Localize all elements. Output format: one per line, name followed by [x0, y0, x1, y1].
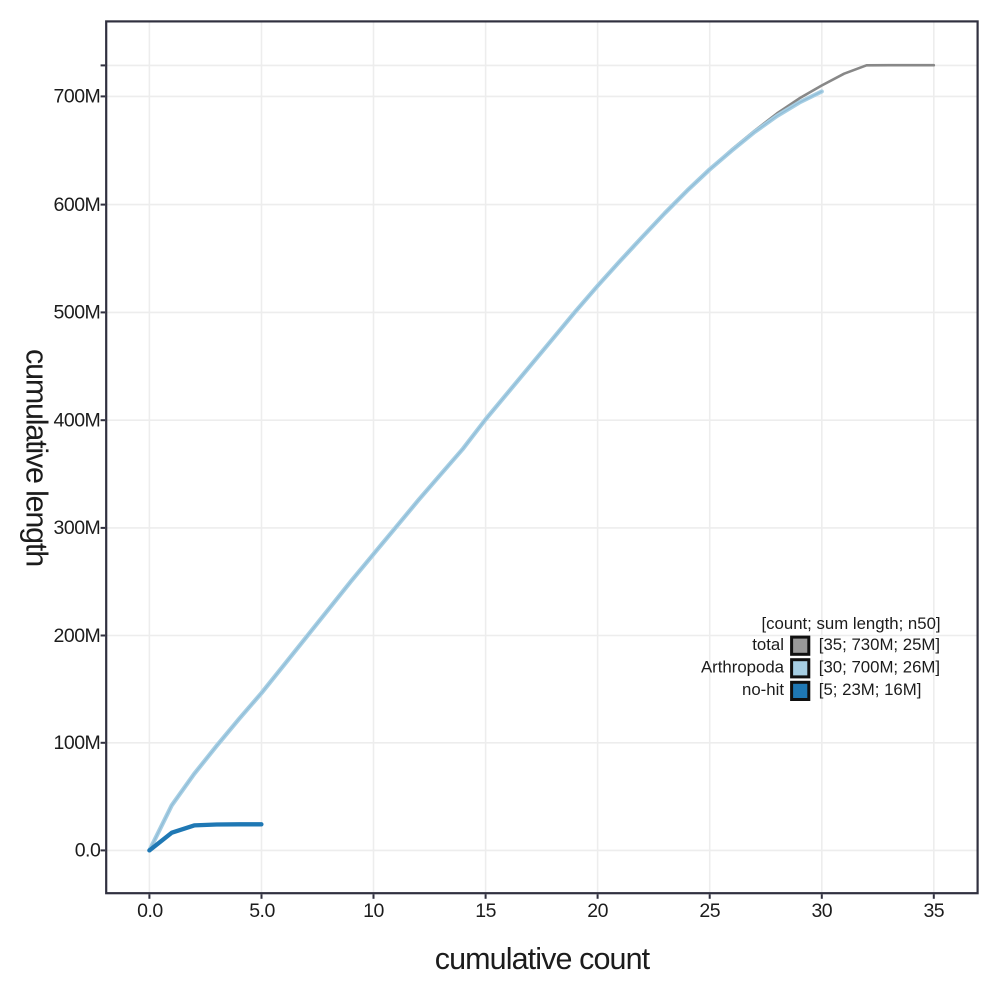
svg-text:no-hit: no-hit — [742, 680, 784, 699]
svg-text:0.0: 0.0 — [75, 840, 101, 862]
svg-text:Arthropoda: Arthropoda — [701, 657, 785, 676]
svg-text:total: total — [752, 635, 784, 654]
svg-text:100M: 100M — [54, 732, 101, 754]
svg-text:25: 25 — [699, 900, 720, 922]
svg-text:[35; 730M; 25M]: [35; 730M; 25M] — [819, 635, 940, 654]
svg-text:cumulative count: cumulative count — [435, 942, 651, 976]
svg-text:[count; sum length; n50]: [count; sum length; n50] — [761, 614, 940, 633]
svg-text:0.0: 0.0 — [137, 900, 163, 922]
svg-text:cumulative length: cumulative length — [19, 349, 53, 566]
svg-text:400M: 400M — [54, 410, 101, 432]
svg-text:20: 20 — [587, 900, 608, 922]
svg-text:700M: 700M — [54, 86, 101, 108]
svg-text:[5; 23M; 16M]: [5; 23M; 16M] — [819, 680, 922, 699]
svg-text:15: 15 — [475, 900, 496, 922]
svg-text:500M: 500M — [54, 302, 101, 324]
svg-text:5.0: 5.0 — [249, 900, 275, 922]
svg-text:[30; 700M; 26M]: [30; 700M; 26M] — [819, 657, 940, 676]
svg-text:200M: 200M — [54, 625, 101, 647]
svg-text:600M: 600M — [54, 194, 101, 216]
svg-text:10: 10 — [363, 900, 384, 922]
svg-text:300M: 300M — [54, 517, 101, 539]
svg-text:30: 30 — [811, 900, 832, 922]
svg-text:35: 35 — [923, 900, 944, 922]
